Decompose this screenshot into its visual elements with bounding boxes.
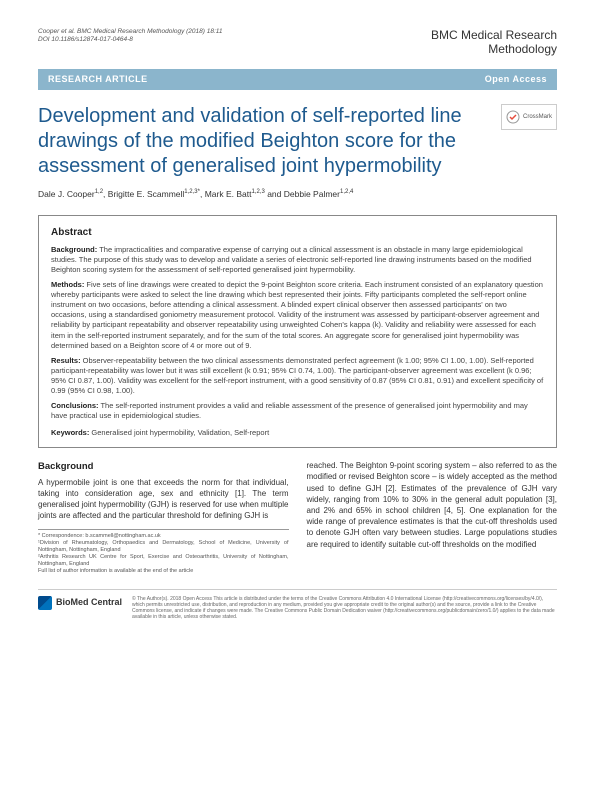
author-2: , Brigitte E. Scammell — [103, 189, 184, 199]
abstract-background: Background: The impracticalities and com… — [51, 245, 544, 275]
abstract-results: Results: Observer-repeatability between … — [51, 356, 544, 397]
background-para2: reached. The Beighton 9-point scoring sy… — [307, 460, 558, 550]
page-header: Cooper et al. BMC Medical Research Metho… — [38, 28, 557, 57]
keywords-label: Keywords: — [51, 428, 89, 437]
license-text: © The Author(s). 2018 Open Access This a… — [132, 596, 557, 620]
abstract-box: Abstract Background: The impracticalitie… — [38, 215, 557, 449]
citation-block: Cooper et al. BMC Medical Research Metho… — [38, 28, 223, 45]
footnote-divider — [38, 529, 289, 530]
author-1-affil: 1,2 — [95, 190, 103, 196]
author-3: , Mark E. Batt — [200, 189, 252, 199]
abstract-conclusions-text: The self-reported instrument provides a … — [51, 401, 528, 420]
bmc-icon — [38, 596, 52, 610]
abstract-methods-label: Methods: — [51, 280, 84, 289]
abstract-background-label: Background: — [51, 245, 97, 254]
author-1: Dale J. Cooper — [38, 189, 95, 199]
crossmark-icon — [506, 110, 520, 124]
citation-line2: DOI 10.1186/s12874-017-0464-8 — [38, 36, 223, 44]
abstract-conclusions-label: Conclusions: — [51, 401, 99, 410]
keywords-text: Generalised joint hypermobility, Validat… — [89, 428, 269, 437]
article-type-banner: RESEARCH ARTICLE Open Access — [38, 69, 557, 91]
abstract-conclusions: Conclusions: The self-reported instrumen… — [51, 401, 544, 421]
journal-line1: BMC Medical Research — [431, 28, 557, 42]
article-type-label: RESEARCH ARTICLE — [48, 74, 148, 86]
abstract-background-text: The impracticalities and comparative exp… — [51, 245, 532, 274]
abstract-results-label: Results: — [51, 356, 81, 365]
bmc-label: BioMed Central — [56, 597, 122, 609]
abstract-heading: Abstract — [51, 226, 544, 239]
abstract-methods: Methods: Five sets of line drawings were… — [51, 280, 544, 351]
background-heading: Background — [38, 460, 289, 473]
column-right: reached. The Beighton 9-point scoring sy… — [307, 460, 558, 574]
correspondence-note: * Correspondence: b.scammell@nottingham.… — [38, 533, 289, 540]
journal-name: BMC Medical Research Methodology — [431, 28, 557, 57]
journal-line2: Methodology — [431, 42, 557, 56]
abstract-methods-text: Five sets of line drawings were created … — [51, 280, 543, 350]
authors-list: Dale J. Cooper1,2, Brigitte E. Scammell1… — [38, 189, 557, 200]
open-access-label: Open Access — [485, 74, 547, 86]
abstract-results-text: Observer-repeatability between the two c… — [51, 356, 543, 395]
citation-line1: Cooper et al. BMC Medical Research Metho… — [38, 28, 223, 36]
author-2-affil: 1,2,3* — [184, 190, 200, 196]
body-columns: Background A hypermobile joint is one th… — [38, 460, 557, 574]
page-footer: BioMed Central © The Author(s). 2018 Ope… — [38, 589, 557, 620]
full-author-list-note: Full list of author information is avail… — [38, 568, 289, 575]
background-para1: A hypermobile joint is one that exceeds … — [38, 477, 289, 522]
author-4: and Debbie Palmer — [265, 189, 340, 199]
crossmark-badge[interactable]: CrossMark — [501, 104, 557, 130]
footnotes-block: * Correspondence: b.scammell@nottingham.… — [38, 533, 289, 574]
column-left: Background A hypermobile joint is one th… — [38, 460, 289, 574]
crossmark-label: CrossMark — [523, 114, 552, 122]
biomedcentral-logo: BioMed Central — [38, 596, 122, 610]
affiliation-1: ¹Division of Rheumatology, Orthopaedics … — [38, 540, 289, 554]
author-4-affil: 1,2,4 — [340, 190, 353, 196]
affiliation-2: ²Arthritis Research UK Centre for Sport,… — [38, 554, 289, 568]
author-3-affil: 1,2,3 — [251, 190, 264, 196]
abstract-keywords: Keywords: Generalised joint hypermobilit… — [51, 428, 544, 438]
article-title: Development and validation of self-repor… — [38, 104, 489, 179]
